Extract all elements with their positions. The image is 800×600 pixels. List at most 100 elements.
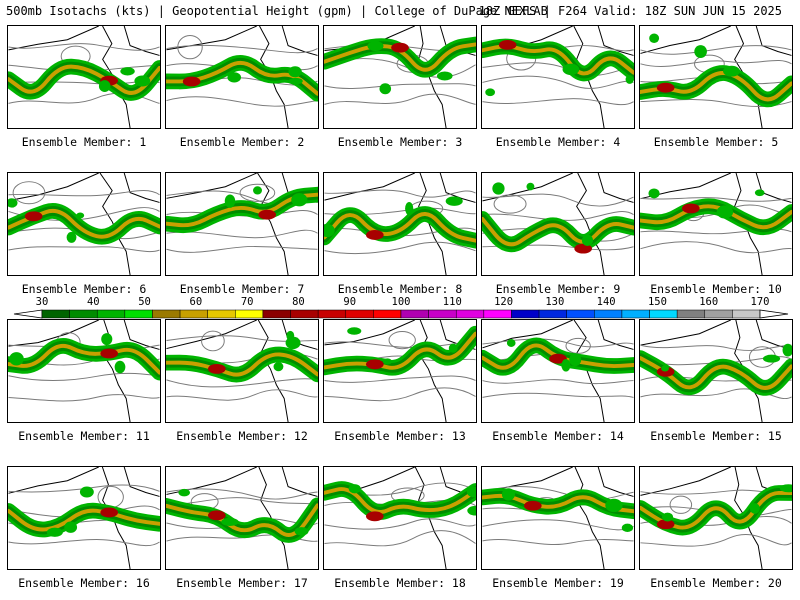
height-contour <box>8 246 160 253</box>
height-contour <box>8 538 160 547</box>
ensemble-map-panel <box>639 172 793 276</box>
height-contour <box>482 392 634 398</box>
isotach-patch <box>101 333 113 346</box>
height-contour <box>8 190 160 197</box>
ensemble-map <box>482 26 634 128</box>
colorbar-swatch <box>317 309 347 319</box>
colorbar-tick-label: 120 <box>494 296 514 308</box>
ensemble-member-label: Ensemble Member: 20 <box>650 576 782 590</box>
colorbar-swatch <box>621 309 650 319</box>
isotach-patch <box>492 182 505 195</box>
height-contour <box>493 194 527 214</box>
isotach-patch <box>625 75 634 84</box>
height-contour <box>12 181 46 205</box>
map-header: 500mb Isotachs (kts) | Geopotential Heig… <box>6 2 796 20</box>
height-contour <box>640 45 792 55</box>
ensemble-map <box>640 320 792 422</box>
isotach-patch <box>779 484 792 493</box>
ensemble-map <box>166 320 318 422</box>
ensemble-map-panel <box>165 466 319 570</box>
isotach-patch <box>324 223 335 238</box>
isotach-patch <box>405 202 414 216</box>
isotach-patch <box>649 33 660 43</box>
colorbar-tick-label: 100 <box>391 296 411 308</box>
ensemble-map-panel <box>7 25 161 129</box>
jet-band-60kt <box>324 331 476 370</box>
colorbar-tick-label: 150 <box>647 296 667 308</box>
height-contour <box>482 211 634 221</box>
isotach-patch <box>178 488 190 497</box>
colorbar-swatch <box>69 309 98 319</box>
ensemble-member-label: Ensemble Member: 13 <box>334 429 466 443</box>
ensemble-map <box>8 173 160 275</box>
jet-max <box>656 82 675 93</box>
colorbar-tick-label: 30 <box>35 296 49 308</box>
isotach-colorbar: 30 40 50 60 70 80 90 100 110 120 130 140 150 160 170 <box>0 296 800 322</box>
ensemble-map-panel <box>7 172 161 276</box>
height-contour <box>324 227 476 237</box>
height-contour <box>324 387 476 402</box>
ensemble-map <box>640 26 792 128</box>
height-contour <box>166 96 318 107</box>
height-contour <box>8 43 160 51</box>
height-contour <box>324 530 476 547</box>
isotach-patch <box>605 498 623 513</box>
height-contour <box>8 394 160 402</box>
colorbar-swatch <box>483 309 512 319</box>
colorbar-tick-label: 60 <box>189 296 203 308</box>
isotach-patch <box>716 205 734 219</box>
height-contour <box>324 241 476 255</box>
colorbar-swatch <box>179 309 208 319</box>
ensemble-member-label: Ensemble Member: 16 <box>18 576 150 590</box>
jet-band-60kt <box>8 343 160 375</box>
colorbar-swatch <box>511 309 540 319</box>
height-contour <box>166 378 318 388</box>
jet-band-60kt <box>166 503 318 537</box>
isotach-patch <box>723 65 741 77</box>
height-contour <box>324 518 476 530</box>
isotach-patch <box>288 66 302 78</box>
colorbar-tick-label: 90 <box>343 296 357 308</box>
height-contour <box>324 93 476 105</box>
isotach-patch <box>273 362 284 372</box>
height-contour <box>640 197 792 202</box>
ensemble-map <box>640 173 792 275</box>
ensemble-map <box>482 320 634 422</box>
jet-max <box>391 42 409 53</box>
ensemble-map <box>166 173 318 275</box>
jet-band-60kt <box>640 490 792 530</box>
jet-band-60kt <box>482 217 634 247</box>
ensemble-map-panel <box>481 25 635 129</box>
jet-band-60kt <box>324 487 476 514</box>
jet-max <box>656 519 675 530</box>
height-contour <box>324 189 476 198</box>
ensemble-member-label: Ensemble Member: 5 <box>653 135 779 149</box>
height-contour <box>166 245 318 253</box>
ensemble-map-panel <box>639 25 793 129</box>
ensemble-map-panel <box>481 319 635 423</box>
isotach-patch <box>448 343 458 353</box>
ensemble-member-label: Ensemble Member: 1 <box>21 135 147 149</box>
height-contour <box>640 533 792 547</box>
isotach-patch <box>648 188 660 199</box>
height-contour <box>565 337 591 354</box>
ensemble-map <box>166 26 318 128</box>
jet-max <box>366 511 384 522</box>
colorbar-swatch <box>290 309 319 319</box>
coastline <box>8 26 160 128</box>
isotach-patch <box>120 67 135 76</box>
ensemble-map <box>8 467 160 569</box>
jet-max <box>208 510 226 521</box>
height-contour <box>482 75 634 89</box>
colorbar-swatch <box>373 309 402 319</box>
ensemble-member-label: Ensemble Member: 17 <box>176 576 308 590</box>
isotach-patch <box>9 352 24 366</box>
jet-max <box>549 353 567 364</box>
isotach-patch <box>562 63 580 76</box>
height-contour <box>166 488 318 500</box>
height-contour <box>8 484 160 493</box>
isotach-patch <box>694 45 707 58</box>
ensemble-member-label: Ensemble Member: 11 <box>18 429 150 443</box>
isotach-patch <box>221 517 239 526</box>
isotach-patch <box>291 193 308 207</box>
